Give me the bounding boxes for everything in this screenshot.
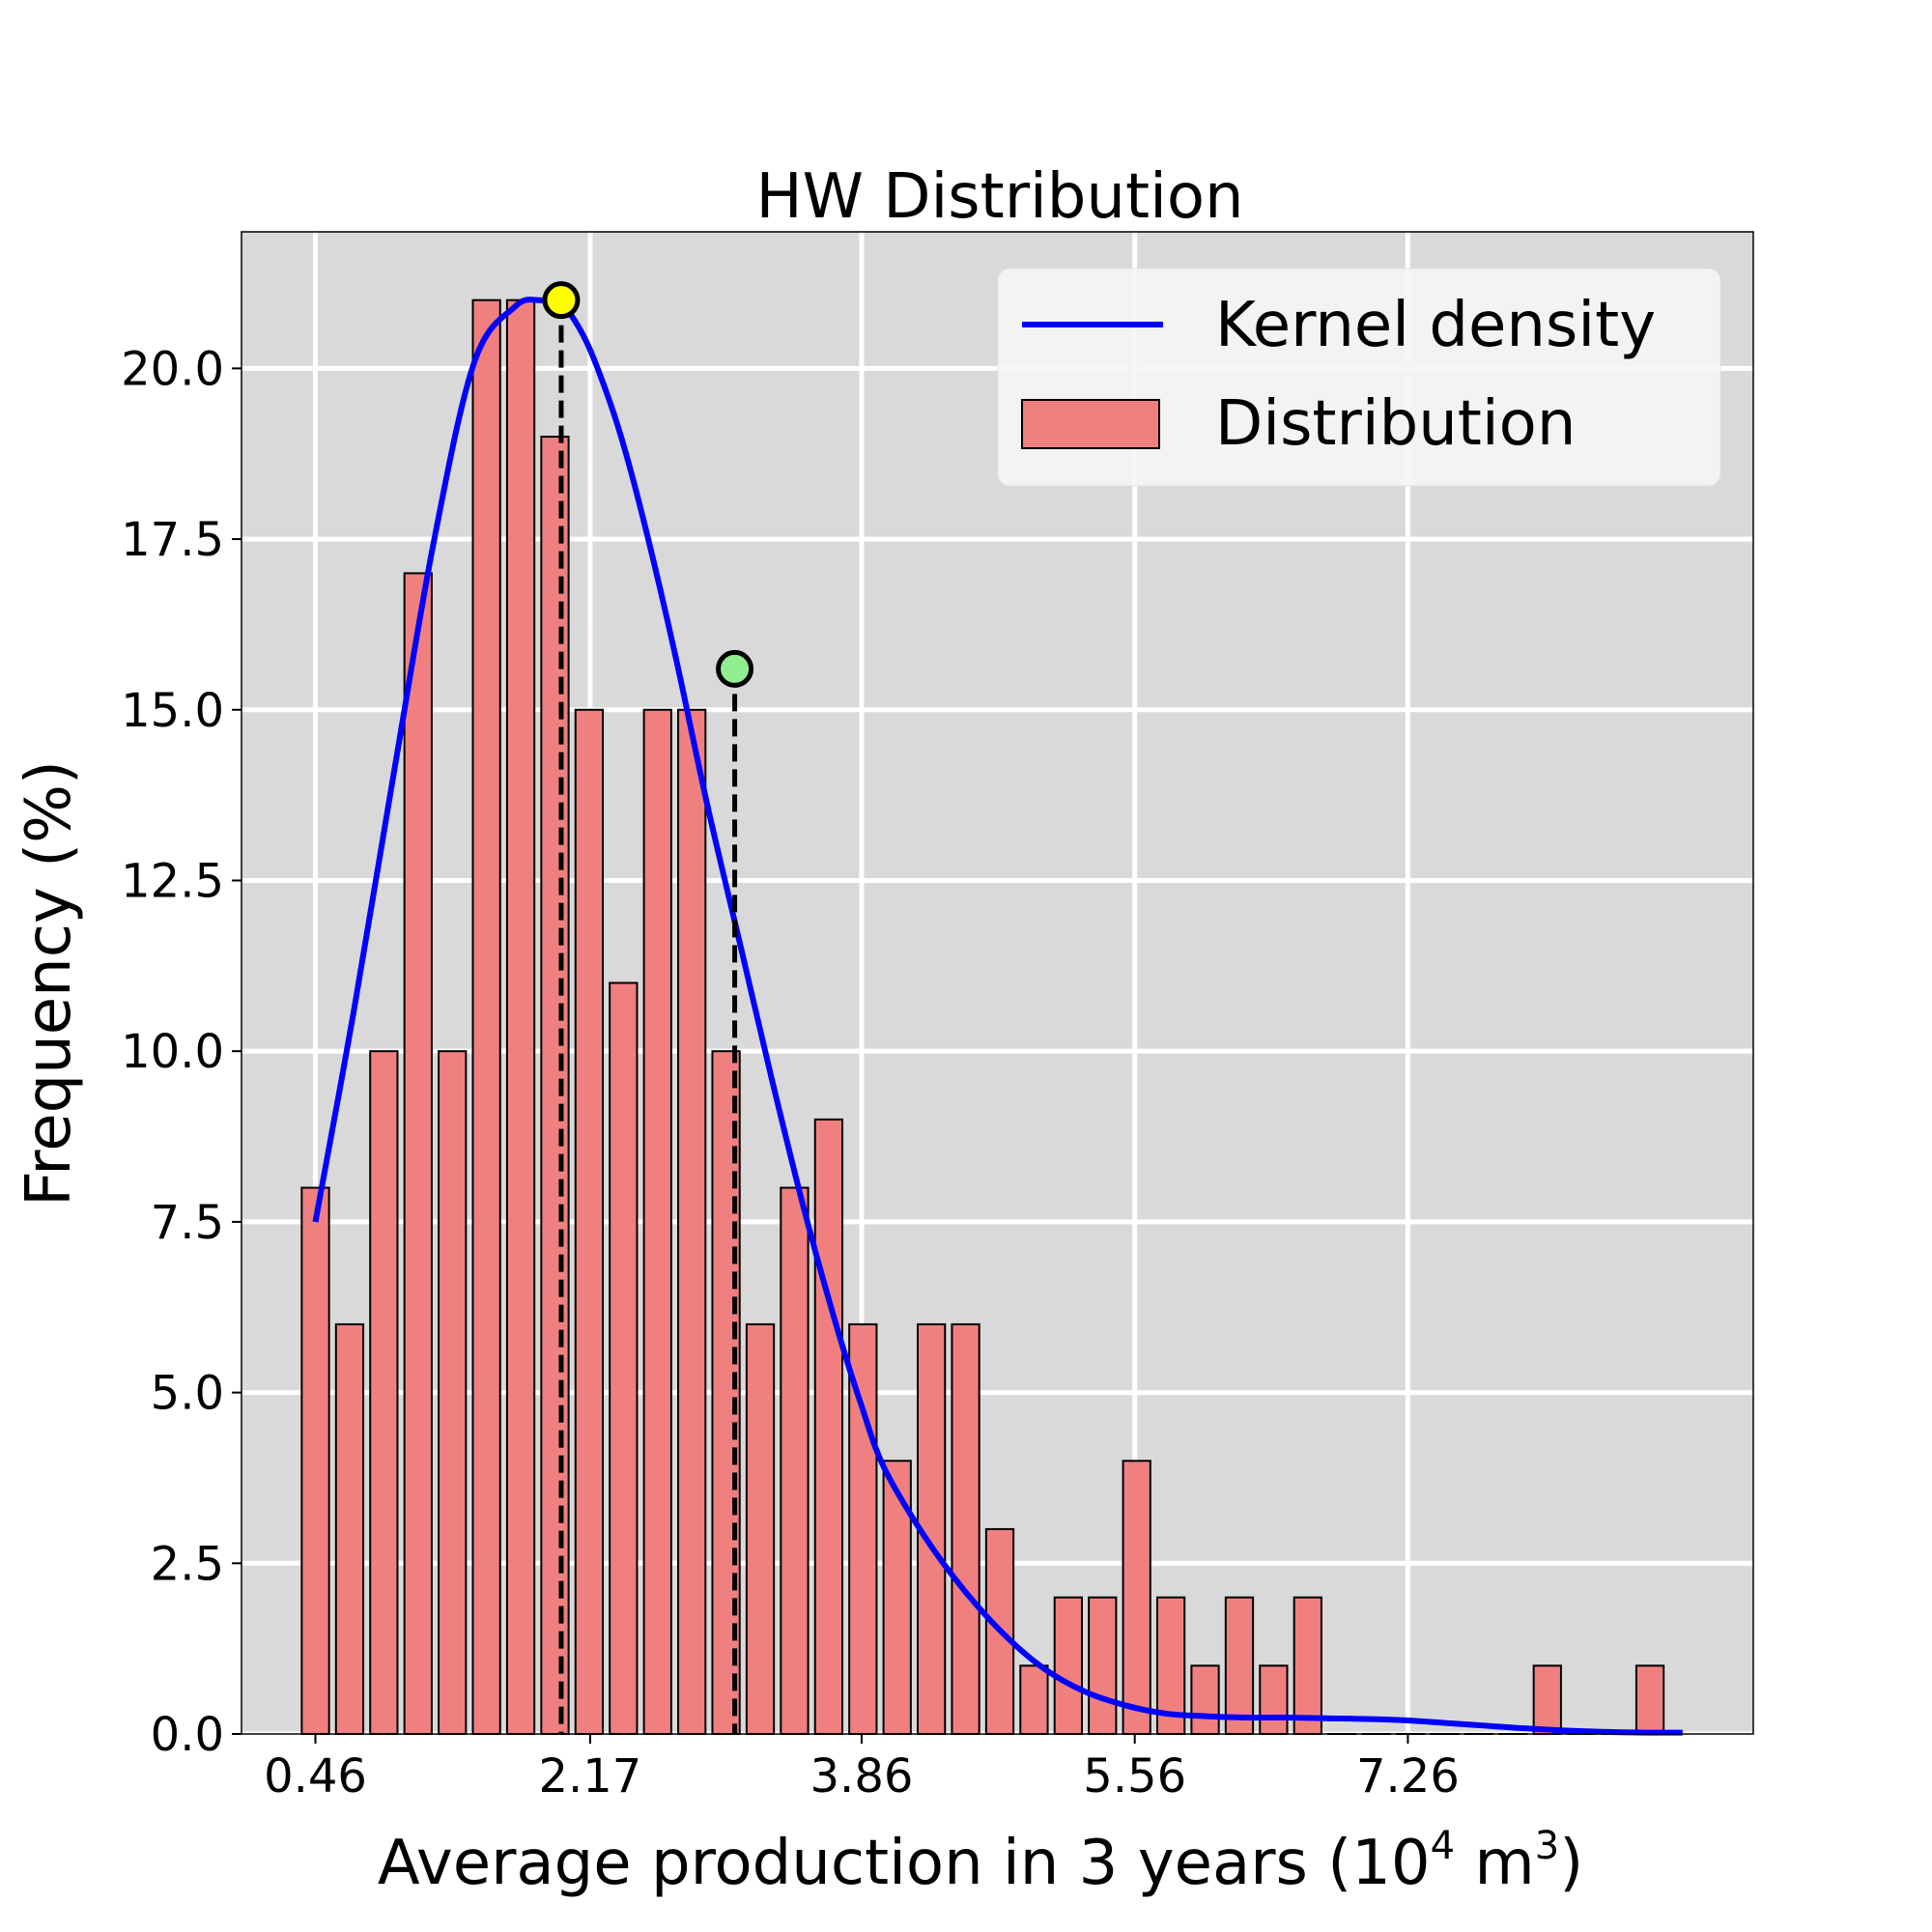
x-tick-label: 0.46 <box>264 1749 367 1804</box>
histogram-bar <box>1088 1596 1118 1735</box>
histogram-bar <box>1019 1664 1049 1736</box>
plot-frame <box>241 231 1754 1735</box>
histogram-bar <box>813 1118 844 1735</box>
legend-box <box>997 268 1721 487</box>
x-ticks: 0.46 2.17 3.86 5.56 7.26 <box>264 1734 1460 1804</box>
histogram-bar <box>711 1050 741 1735</box>
y-tick-label: 2.5 <box>151 1537 224 1591</box>
histogram-bar <box>609 981 639 1735</box>
histogram-bar <box>1259 1664 1289 1736</box>
histogram-bar <box>1293 1596 1322 1735</box>
chart-title: HW Distribution <box>755 161 1243 233</box>
y-tick-label: 12.5 <box>121 854 224 908</box>
histogram-bar <box>1532 1664 1562 1736</box>
histogram-bar <box>403 572 433 1736</box>
histogram-bar <box>334 1322 365 1735</box>
y-axis-label: Frequency (%) <box>14 760 85 1207</box>
y-tick-label: 10.0 <box>121 1025 224 1079</box>
histogram-bar <box>1122 1460 1151 1735</box>
marker-group <box>542 281 754 1734</box>
histogram-bar <box>1224 1596 1255 1735</box>
histogram-bar <box>574 708 605 1735</box>
y-tick-label: 5.0 <box>151 1367 224 1421</box>
histogram-bar <box>438 1050 468 1735</box>
x-tick-label: 2.17 <box>538 1749 641 1804</box>
histogram-bar <box>471 298 501 1736</box>
histogram-bar <box>677 708 707 1735</box>
legend: Kernel density Distribution <box>997 268 1721 487</box>
histogram-bar <box>369 1050 399 1735</box>
histogram-bar <box>300 1186 330 1735</box>
x-tick-label: 3.86 <box>810 1749 914 1804</box>
marker-point <box>716 649 754 688</box>
histogram-bars <box>300 298 1665 1736</box>
histogram-bar <box>1190 1664 1220 1736</box>
histogram-bar <box>1053 1596 1083 1735</box>
y-tick-label: 15.0 <box>121 684 224 738</box>
histogram-bar <box>505 298 536 1736</box>
x-axis-label-mid: m <box>1455 1828 1535 1899</box>
histogram-bar <box>951 1322 980 1735</box>
x-axis-label-sup2: 3 <box>1535 1824 1559 1868</box>
y-tick-label: 0.0 <box>151 1708 224 1762</box>
histogram-bar <box>780 1186 810 1735</box>
x-axis-label-sup1: 4 <box>1431 1824 1455 1868</box>
legend-kde-label: Kernel density <box>1215 290 1656 361</box>
y-tick-label: 7.5 <box>151 1196 224 1250</box>
kde-line <box>312 297 1683 1736</box>
x-tick-label: 5.56 <box>1083 1749 1186 1804</box>
y-tick-label: 17.5 <box>121 513 224 567</box>
histogram-bar <box>642 708 672 1735</box>
histogram-bar <box>540 436 570 1736</box>
x-axis-label-end: ) <box>1559 1828 1583 1899</box>
x-tick-label: 7.26 <box>1356 1749 1460 1804</box>
y-tick-label: 20.0 <box>121 342 224 396</box>
x-axis-label: Average production in 3 years (104 m3) <box>378 1824 1583 1899</box>
y-ticks: 0.0 2.5 5.0 7.5 10.0 12.5 15.0 17.5 20.0 <box>121 342 242 1762</box>
histogram-bar <box>1634 1664 1665 1736</box>
marker-point <box>542 281 581 320</box>
histogram-bar <box>882 1460 912 1735</box>
histogram-bar <box>745 1322 776 1735</box>
legend-bar-swatch <box>1021 399 1160 449</box>
x-axis-label-main: Average production in 3 years (10 <box>378 1828 1431 1899</box>
legend-bar-label: Distribution <box>1215 388 1576 460</box>
